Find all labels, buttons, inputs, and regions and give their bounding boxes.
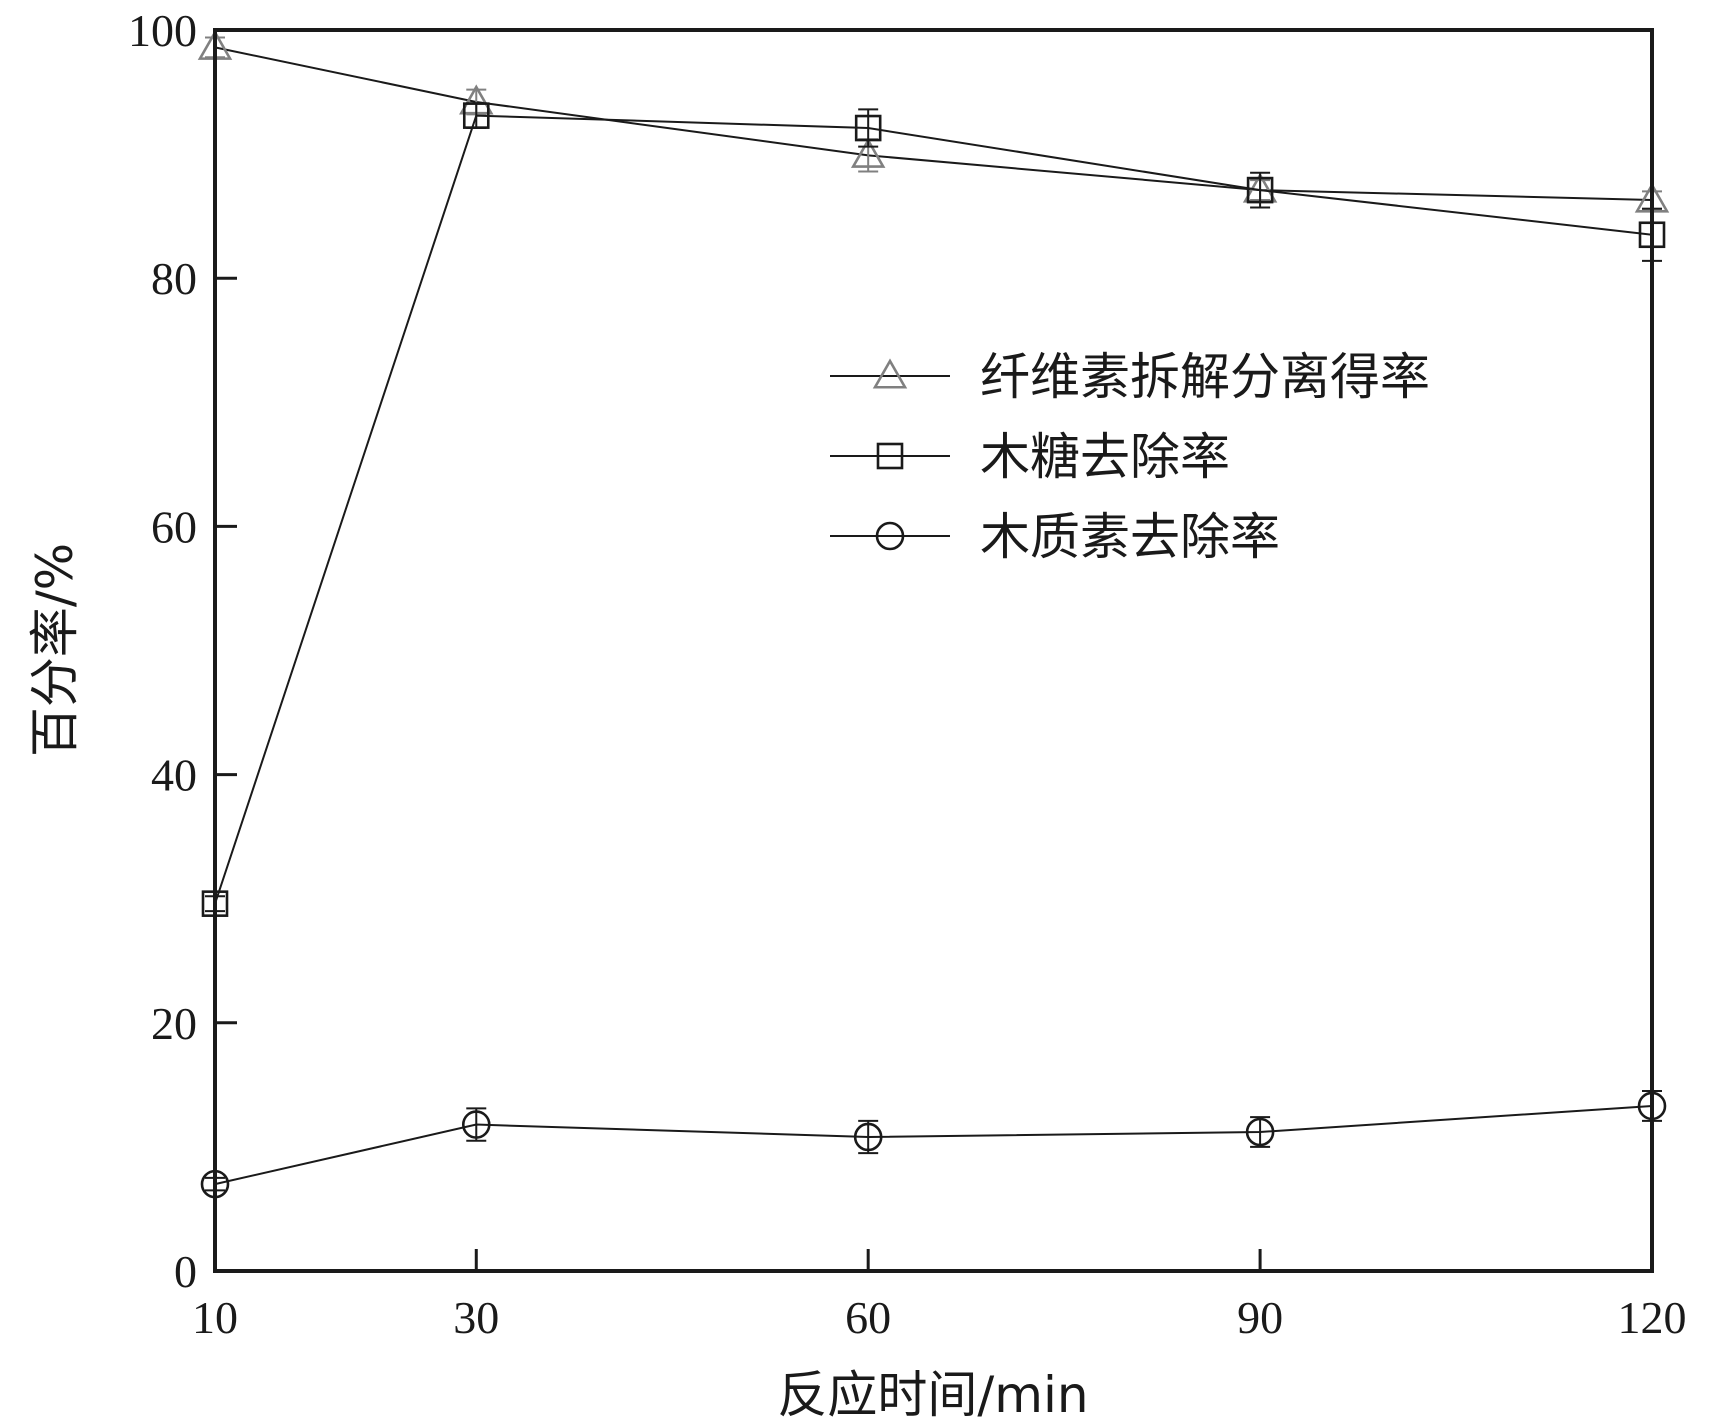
axis-ticks: 10 30 60 90 120 0 20 40 60 80 100	[128, 5, 1687, 1343]
y-tick-label: 100	[128, 5, 197, 56]
y-tick-label: 60	[151, 501, 197, 552]
x-axis-title: 反应时间/min	[777, 1366, 1088, 1424]
plot-marks	[197, 29, 1670, 1199]
data-point-circle	[853, 1122, 883, 1152]
x-tick-label: 60	[845, 1292, 891, 1343]
y-tick-label: 20	[151, 998, 197, 1049]
legend-item: 木糖去除率	[830, 428, 1230, 486]
data-point-square	[1246, 176, 1274, 204]
x-tick-label: 10	[192, 1292, 238, 1343]
plot-frame	[213, 28, 1654, 1273]
legend-label: 木糖去除率	[980, 428, 1230, 486]
series-square	[201, 102, 1666, 917]
y-tick-label: 40	[151, 750, 197, 801]
series-circle	[200, 1090, 1667, 1199]
legend-item: 纤维素拆解分离得率	[830, 348, 1430, 406]
x-tick-label: 120	[1618, 1292, 1687, 1343]
data-point-square	[462, 102, 490, 129]
data-point-triangle	[850, 137, 886, 168]
data-point-circle	[1245, 1117, 1275, 1147]
series-line-circle	[214, 1104, 1653, 1186]
x-tick-label: 30	[453, 1292, 499, 1343]
legend-item: 木质素去除率	[830, 508, 1280, 566]
data-point-square	[854, 114, 882, 142]
series-triangle	[197, 29, 1670, 213]
legend-marker-square	[876, 442, 904, 470]
series-line-triangle	[214, 46, 1653, 202]
legend-marker-circle	[875, 521, 905, 551]
y-axis-title: 百分率/%	[26, 543, 84, 757]
y-tick-label: 80	[151, 253, 197, 304]
series-line-square	[214, 114, 1653, 904]
y-tick-label: 0	[174, 1246, 197, 1297]
legend-label: 木质素去除率	[980, 508, 1280, 566]
legend-marker-triangle	[872, 358, 908, 389]
data-point-circle	[461, 1110, 491, 1139]
x-tick-label: 90	[1237, 1292, 1283, 1343]
legend-label: 纤维素拆解分离得率	[980, 348, 1430, 406]
